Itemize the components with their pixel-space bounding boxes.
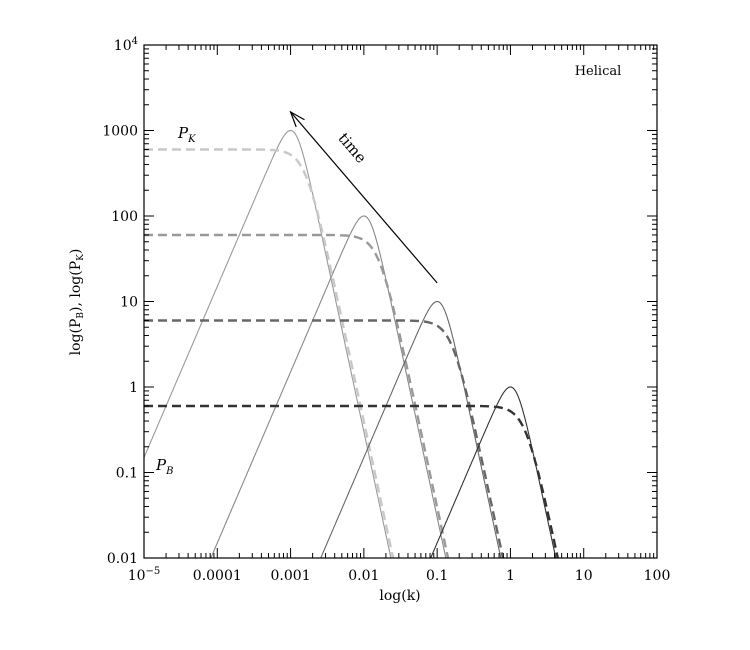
- x-tick-label: 0.01: [348, 568, 379, 584]
- y-tick-label: 10: [120, 295, 138, 311]
- x-tick-label: 100: [644, 568, 671, 584]
- x-tick-label: 10−5: [128, 566, 161, 584]
- y-tick-label: 100: [111, 209, 138, 225]
- x-tick-label: 0.1: [426, 568, 448, 584]
- y-tick-label: 1000: [102, 124, 138, 140]
- x-tick-label: 1: [506, 568, 515, 584]
- series-solid-2: [320, 300, 502, 558]
- y-axis-label: log(PB), log(PK): [68, 249, 86, 356]
- pb-label: PB: [155, 456, 173, 477]
- series-dashed-3: [144, 404, 560, 558]
- series-solid-0: [144, 129, 392, 558]
- series-dashed-1: [144, 233, 450, 558]
- y-tick-label: 0.1: [116, 466, 138, 482]
- series-dashed-0: [144, 148, 395, 558]
- y-tick-label: 1: [129, 380, 138, 396]
- series-solid-1: [210, 215, 447, 558]
- x-axis-label: log(k): [379, 588, 420, 604]
- y-tick-label: 0.01: [107, 551, 138, 567]
- x-tick-label: 0.0001: [193, 568, 242, 584]
- y-tick-label: 104: [114, 36, 138, 54]
- arrow-shaft: [290, 111, 438, 284]
- series-dashed-2: [144, 319, 505, 558]
- time-arrow: [289, 110, 438, 284]
- arrow-head: [289, 110, 305, 128]
- pk-label: PK: [177, 124, 196, 145]
- x-tick-label: 10: [575, 568, 593, 584]
- time-label: time: [334, 129, 370, 167]
- x-tick-label: 0.001: [271, 568, 311, 584]
- helical-label: Helical: [575, 64, 622, 79]
- plot-frame: [143, 44, 658, 559]
